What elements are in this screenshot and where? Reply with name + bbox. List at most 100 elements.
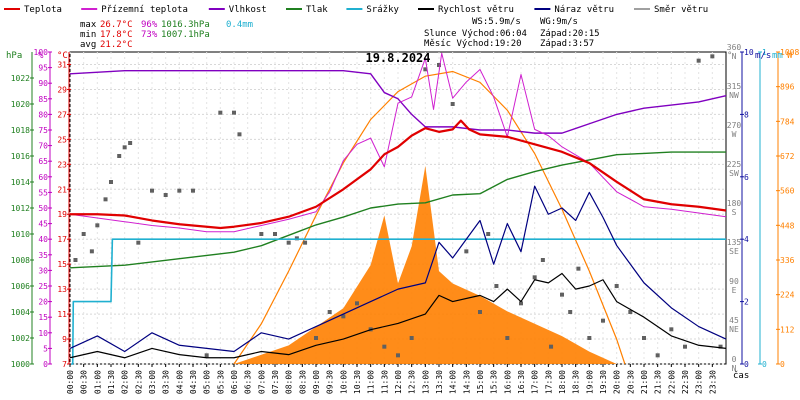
legend: Teplota Přízemní teplota Vlhkost Tlak Srážky… (4, 5, 708, 15)
humidity-axis-tick-label: 85 (38, 95, 48, 104)
x-tick-label: 02:30 (134, 370, 143, 394)
wind-dir-point (128, 141, 133, 145)
wind-dir-point (683, 344, 687, 349)
legend-label: Rychlost větru (438, 5, 514, 15)
solar-axis-tick-label: 784 (780, 117, 795, 126)
legend-label: Směr větru (654, 5, 708, 15)
temperature-axis-tick-label: 25 (57, 135, 67, 144)
x-tick-label: 22:30 (681, 370, 690, 394)
wind-dir-point (696, 58, 701, 63)
wind-direction-layer (73, 54, 723, 358)
x-tick-label: 17:30 (544, 370, 553, 394)
wind-dir-point (95, 223, 100, 228)
temperature-axis-tick-label: 23 (57, 160, 67, 169)
sun-rise: Slunce Východ:06:04 (424, 29, 527, 39)
stat-min-temp: 17.8°C (100, 30, 133, 40)
x-tick-label: 16:00 (503, 370, 512, 394)
chart-title: 19.8.2024 (365, 51, 430, 65)
wind-dir-point (117, 154, 122, 158)
wind-dir-point (396, 353, 400, 358)
legend-label: Přízemní teplota (101, 5, 188, 15)
wind-dir-point (122, 145, 127, 150)
speed-axis-tick-label: 10 (744, 48, 754, 57)
x-tick-label: 00:30 (80, 370, 89, 394)
wind-dir-point (89, 249, 94, 254)
x-tick-label: 16:30 (517, 370, 526, 394)
pressure-axis-tick-label: 1018 (11, 126, 30, 135)
series-temperature (70, 119, 727, 230)
humidity-axis-tick-label: 10 (38, 329, 48, 338)
wind-dir-point (494, 284, 499, 288)
wind-dir-point (710, 54, 715, 59)
wind-dir-point (150, 188, 154, 193)
wind-dir-point (505, 336, 510, 340)
humidity-axis-tick-label: 0 (43, 360, 48, 369)
unit-time: čas (733, 370, 749, 381)
x-tick-label: 14:30 (462, 370, 471, 394)
speed-axis-tick-label: 4 (744, 235, 749, 244)
wind-dir-point (237, 132, 242, 137)
wind-dir-point (163, 193, 168, 197)
stat-max-press: 1016.3hPa (161, 20, 210, 30)
stat-max-label: max (80, 20, 97, 30)
temperature-axis-tick-label: 27 (57, 110, 67, 119)
speed-axis-tick-label: 8 (744, 110, 749, 119)
temperature-axis-tick-label: 15 (57, 260, 67, 269)
pressure-axis-tick-label: 1010 (11, 230, 30, 239)
x-tick-label: 14:00 (449, 370, 458, 394)
speed-axis-tick-label: 2 (744, 298, 749, 307)
dir-axis-compass-label: S (732, 208, 737, 217)
humidity-axis-tick-label: 50 (38, 204, 48, 213)
wind-dir-point (549, 344, 554, 349)
series-humidity (69, 70, 727, 134)
series-rain (70, 238, 726, 365)
temperature-axis-tick-label: 11 (57, 310, 67, 319)
dir-axis-tick-label: 45 (729, 316, 739, 325)
wind-dir-point (177, 188, 182, 193)
wind-dir-point (519, 301, 523, 306)
pressure-axis-tick-label: 1012 (11, 204, 30, 213)
dir-axis-compass-label: SW (729, 169, 739, 178)
stat-min-press: 1007.1hPa (161, 30, 210, 40)
x-tick-label: 11:00 (367, 370, 376, 394)
stat-min-hum: 73% (141, 30, 158, 40)
dir-axis-compass-label: NW (729, 91, 739, 100)
wind-dir-point (601, 318, 605, 323)
x-tick-label: 03:30 (162, 370, 171, 394)
wind-dir-point (464, 249, 469, 254)
temperature-axis-tick-label: 17 (57, 235, 67, 244)
solar-axis-tick-label: 224 (780, 291, 795, 300)
pressure-axis-tick-label: 1002 (11, 334, 30, 343)
dir-axis-compass-label: W (732, 130, 737, 139)
temperature-axis-tick-label: 21 (57, 185, 67, 194)
unit-speed: m/s (755, 51, 771, 61)
wind-dir-point (718, 344, 723, 349)
humidity-axis-tick-label: 65 (38, 157, 48, 166)
temperature-axis-tick-label: 19 (57, 210, 67, 219)
wind-dir-point (109, 180, 113, 184)
x-tick-label: 15:30 (490, 370, 499, 394)
wind-dir-point (341, 314, 346, 319)
x-tick-label: 09:00 (312, 370, 321, 394)
x-tick-label: 01:30 (107, 370, 116, 394)
wind-dir-point (73, 258, 78, 262)
x-tick-label: 09:30 (326, 370, 335, 394)
solar-axis-tick-label: 336 (780, 256, 795, 265)
solar-axis-tick-label: 560 (780, 187, 795, 196)
pressure-axis-tick-label: 1006 (11, 282, 30, 291)
unit-pressure: hPa (6, 51, 22, 61)
wind-ws: WS:5.9m/s (472, 17, 521, 27)
x-tick-label: 18:30 (572, 370, 581, 394)
wind-dir-point (191, 188, 195, 193)
wind-dir-point (204, 353, 209, 358)
humidity-axis-tick-label: 5 (43, 344, 48, 353)
stat-avg-temp: 21.2°C (100, 40, 133, 50)
wind-dir-point (655, 353, 660, 358)
x-tick-label: 10:30 (353, 370, 362, 394)
wind-dir-point (355, 301, 359, 306)
pressure-axis-tick-label: 1016 (11, 152, 30, 161)
x-tick-label: 19:30 (599, 370, 608, 394)
x-tick-label: 17:00 (531, 370, 540, 394)
wind-dir-point (382, 344, 387, 349)
